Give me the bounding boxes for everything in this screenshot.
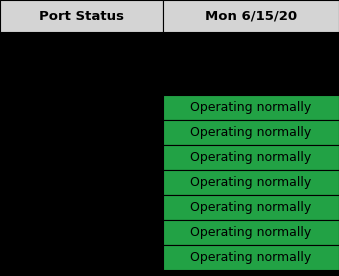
Bar <box>163 0 339 32</box>
Bar <box>0 195 163 220</box>
Text: Operating normally: Operating normally <box>191 126 312 139</box>
Text: Operating normally: Operating normally <box>191 151 312 164</box>
Text: Operating normally: Operating normally <box>191 251 312 264</box>
Bar <box>0 95 163 120</box>
Bar <box>0 170 163 195</box>
Bar <box>163 95 339 120</box>
Bar <box>163 145 339 170</box>
Bar <box>163 220 339 245</box>
Bar <box>0 0 163 32</box>
Text: Port Status: Port Status <box>39 9 124 23</box>
Text: Operating normally: Operating normally <box>191 176 312 189</box>
Text: Operating normally: Operating normally <box>191 101 312 114</box>
Bar <box>163 170 339 195</box>
Bar <box>163 120 339 145</box>
Bar <box>163 245 339 270</box>
Text: Mon 6/15/20: Mon 6/15/20 <box>205 9 297 23</box>
Text: Operating normally: Operating normally <box>191 201 312 214</box>
Bar <box>163 195 339 220</box>
Text: Operating normally: Operating normally <box>191 226 312 239</box>
Bar <box>0 145 163 170</box>
Bar <box>0 245 163 270</box>
Bar <box>0 220 163 245</box>
Bar <box>0 120 163 145</box>
